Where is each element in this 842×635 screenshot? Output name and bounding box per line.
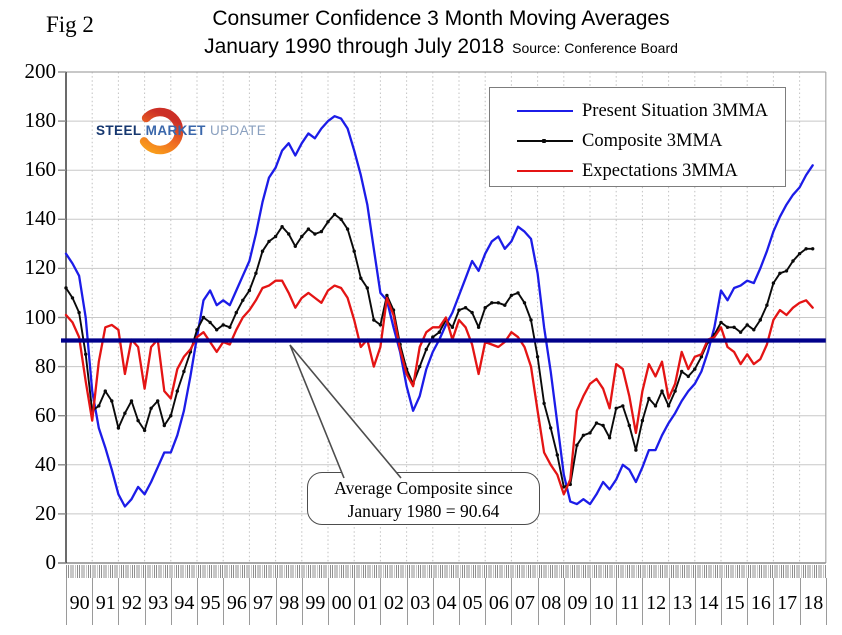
subtitle-text: January 1990 through July 2018 xyxy=(204,35,505,59)
x-tick-label: 90 xyxy=(67,578,94,625)
legend: Present Situation 3MMA Composite 3MMA Ex… xyxy=(489,87,786,187)
x-tick-label: 01 xyxy=(355,578,382,625)
x-tick-label: 04 xyxy=(434,578,461,625)
legend-line-sample-red xyxy=(517,170,573,172)
y-tick-label: 180 xyxy=(24,108,57,133)
x-tick-label: 91 xyxy=(93,578,120,625)
y-tick-label: 20 xyxy=(35,500,56,525)
logo-text: STEEL MARKET UPDATE xyxy=(96,123,266,138)
title-block: Consumer Confidence 3 Month Moving Avera… xyxy=(40,5,842,61)
y-tick-label: 0 xyxy=(45,550,57,574)
legend-marker xyxy=(542,138,546,143)
y-tick-label: 200 xyxy=(24,59,57,83)
x-tick-label: 15 xyxy=(722,578,749,625)
x-tick-label: 07 xyxy=(512,578,539,625)
x-tick-label: 13 xyxy=(670,578,696,625)
figure-number: Fig 2 xyxy=(46,12,94,37)
x-tick-label: 10 xyxy=(591,578,618,625)
y-tick-label: 60 xyxy=(35,402,56,427)
y-tick-label: 140 xyxy=(24,206,57,231)
source-note: Source: Conference Board xyxy=(512,40,678,57)
x-tick-label: 93 xyxy=(146,578,172,625)
x-tick-label: 16 xyxy=(748,578,775,625)
logo-crescent-icon xyxy=(136,107,184,155)
x-tick-label: 97 xyxy=(250,578,277,625)
x-tick-label: 12 xyxy=(643,578,670,625)
annotation-line2: January 1980 = 90.64 xyxy=(347,501,500,521)
legend-item-composite: Composite 3MMA xyxy=(517,126,785,156)
x-tick-label: 11 xyxy=(617,578,644,625)
x-tick-label: 98 xyxy=(277,578,303,625)
x-tick-label: 09 xyxy=(565,578,592,625)
chart-title: Consumer Confidence 3 Month Moving Avera… xyxy=(212,7,670,30)
chart-subtitle: January 1990 through July 2018 Source: Co… xyxy=(40,33,842,60)
x-tick-label: 06 xyxy=(486,578,513,625)
legend-line-sample-black xyxy=(517,138,573,143)
logo-word-update: UPDATE xyxy=(209,123,267,138)
x-tick-label: 05 xyxy=(460,578,487,625)
x-axis: 90 91 92 93 94 95 96 97 98 99 00 01 02 03 04 05 06 07 08 09… xyxy=(66,578,827,625)
x-tick-label: 92 xyxy=(119,578,146,625)
average-annotation-box: Average Composite since January 1980 = 9… xyxy=(307,472,540,525)
y-tick-label: 40 xyxy=(35,451,56,476)
x-tick-label: 18 xyxy=(801,578,827,625)
x-tick-label: 00 xyxy=(329,578,356,625)
x-tick-label: 03 xyxy=(408,578,434,625)
x-tick-label: 17 xyxy=(774,578,801,625)
monthly-tick-band xyxy=(66,565,826,578)
x-tick-label: 08 xyxy=(539,578,565,625)
legend-line-sample-blue xyxy=(517,110,573,112)
steel-market-update-logo: STEEL MARKET UPDATE xyxy=(96,106,276,158)
x-tick-label: 96 xyxy=(224,578,251,625)
annotation-line1: Average Composite since xyxy=(334,478,513,498)
legend-label: Expectations 3MMA xyxy=(582,160,738,181)
x-tick-label: 94 xyxy=(172,578,199,625)
logo-word-steel: STEEL xyxy=(96,123,142,138)
y-tick-label: 120 xyxy=(24,255,57,280)
x-tick-label: 99 xyxy=(303,578,330,625)
x-tick-label: 95 xyxy=(198,578,225,625)
legend-item-present-situation: Present Situation 3MMA xyxy=(517,96,785,126)
x-tick-label: 14 xyxy=(696,578,723,625)
legend-label: Present Situation 3MMA xyxy=(582,100,769,121)
legend-label: Composite 3MMA xyxy=(582,130,723,151)
y-tick-label: 100 xyxy=(24,304,57,329)
logo-word-market: MARKET xyxy=(145,123,206,138)
y-tick-label: 80 xyxy=(35,353,56,378)
y-tick-label: 160 xyxy=(24,157,57,182)
legend-item-expectations: Expectations 3MMA xyxy=(517,156,785,186)
x-tick-label: 02 xyxy=(381,578,408,625)
